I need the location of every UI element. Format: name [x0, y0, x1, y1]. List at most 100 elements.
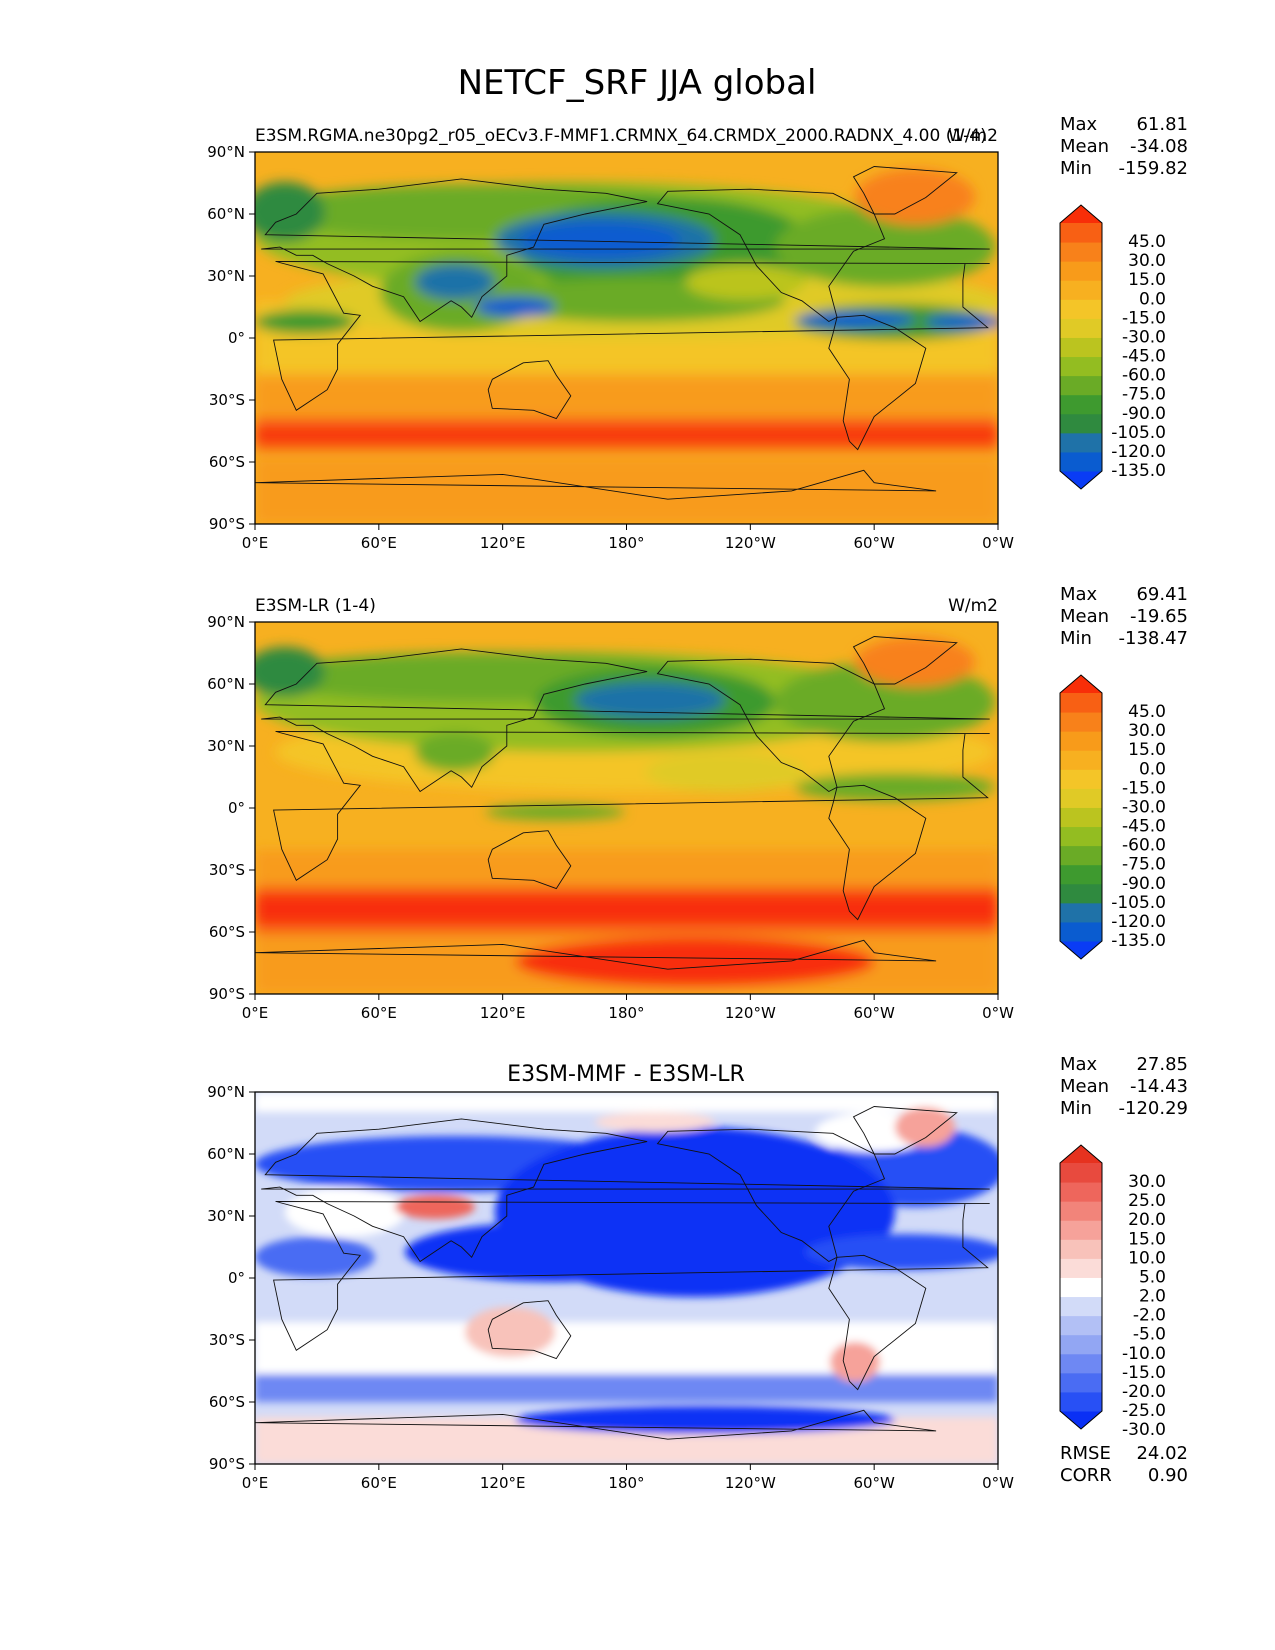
colorbar-extend-max: [1060, 1145, 1102, 1163]
colorbar-tick-label: -20.0: [1122, 1382, 1166, 1402]
panel-2-units: W/m2: [948, 596, 998, 616]
y-tick-label: 0°: [228, 799, 245, 817]
colorbar-segment: [1060, 280, 1102, 300]
panel-2-title: E3SM-LR (1-4): [255, 596, 376, 616]
panel-1-overlay: 0°E 60°E 120°E 180° 120°W 60°W 0°W 90°N 60°N 30°N…: [207, 143, 1014, 552]
stat-value: -19.65: [1130, 606, 1188, 627]
colorbar-tick-label: -105.0: [1111, 423, 1166, 443]
colorbar-tick-label: 2.0: [1139, 1287, 1166, 1307]
stat-label: Mean: [1060, 606, 1109, 627]
coastline: [261, 1118, 990, 1263]
colorbar-tick-label: -105.0: [1111, 893, 1166, 913]
coastline: [254, 469, 937, 500]
colorbar-segment: [1060, 242, 1102, 262]
stat-label: Max: [1060, 584, 1098, 605]
panel-1-map: [255, 152, 998, 524]
stat-value: 69.41: [1136, 584, 1188, 605]
colorbar-tick-label: -2.0: [1133, 1306, 1166, 1326]
coastline: [261, 178, 990, 323]
y-tick-label: 90°S: [209, 515, 245, 533]
colorbar-segment: [1060, 1201, 1102, 1221]
colorbar-tick-label: 25.0: [1128, 1191, 1166, 1211]
colorbar-extend-max: [1060, 675, 1102, 693]
colorbar-tick-label: -15.0: [1122, 308, 1166, 328]
coastline: [273, 731, 990, 881]
colorbar-tick-label: 10.0: [1128, 1248, 1166, 1268]
colorbar-segment: [1060, 845, 1102, 866]
colorbar-segment: [1060, 731, 1102, 751]
colorbar-segment: [1060, 1315, 1102, 1336]
x-tick-label: 180°: [608, 534, 644, 552]
stat-value: -159.82: [1119, 158, 1188, 179]
colorbar-segment: [1060, 1372, 1102, 1393]
colorbar-tick-label: 45.0: [1128, 702, 1166, 722]
colorbar-tick-label: -25.0: [1122, 1401, 1166, 1421]
y-tick-label: 30°N: [207, 1207, 245, 1225]
x-tick-label: 60°E: [361, 1004, 397, 1022]
stat-label: Max: [1060, 1054, 1098, 1075]
y-tick-label: 60°S: [209, 453, 245, 471]
colorbar-tick-label: -45.0: [1122, 817, 1166, 837]
colorbar-tick-label: -5.0: [1133, 1325, 1166, 1345]
coastline: [828, 784, 927, 921]
y-tick-label: 90°N: [207, 1083, 245, 1101]
colorbar-segment: [1060, 451, 1102, 472]
x-tick-label: 120°W: [725, 1474, 776, 1492]
colorbar-segment: [1060, 1220, 1102, 1240]
stat-value: -120.29: [1119, 1098, 1188, 1119]
x-tick-label: 60°E: [361, 1474, 397, 1492]
coastline: [852, 1106, 958, 1155]
colorbar-tick-label: -45.0: [1122, 347, 1166, 367]
colorbar-extend-min: [1060, 941, 1102, 959]
coastline: [656, 658, 886, 793]
colorbar-tick-label: -75.0: [1122, 855, 1166, 875]
colorbar-tick-label: -135.0: [1111, 931, 1166, 951]
colorbar-segment: [1060, 921, 1102, 942]
colorbar-segment: [1060, 1334, 1102, 1355]
colorbar-tick-label: -75.0: [1122, 385, 1166, 405]
coastline: [487, 830, 572, 890]
x-tick-label: 0°E: [242, 534, 269, 552]
figure-title: NETCF_SRF JJA global: [458, 63, 817, 103]
y-tick-label: 60°S: [209, 923, 245, 941]
colorbar-segment: [1060, 375, 1102, 396]
x-tick-label: 60°W: [853, 1004, 895, 1022]
x-tick-label: 120°W: [725, 1004, 776, 1022]
stat-value: -14.43: [1130, 1076, 1188, 1097]
y-tick-label: 0°: [228, 329, 245, 347]
coastline: [254, 1409, 937, 1440]
colorbar-segment: [1060, 769, 1102, 789]
colorbar-tick-label: -60.0: [1122, 836, 1166, 856]
colorbar-segment: [1060, 750, 1102, 770]
colorbar-segment: [1060, 394, 1102, 415]
metric-value: 0.90: [1148, 1465, 1188, 1486]
colorbar-tick-label: -30.0: [1122, 1420, 1166, 1440]
colorbar-tick-label: 20.0: [1128, 1210, 1166, 1230]
colorbar-outline: [1059, 1144, 1103, 1430]
panel-3-map: [255, 1092, 998, 1464]
colorbar-tick-label: 15.0: [1128, 1229, 1166, 1249]
y-tick-label: 90°N: [207, 613, 245, 631]
colorbar-tick-label: 30.0: [1128, 721, 1166, 741]
colorbar-tick-label: 15.0: [1128, 270, 1166, 290]
colorbar-extend-min: [1060, 1411, 1102, 1429]
colorbar-segment: [1060, 883, 1102, 904]
coastline: [656, 188, 886, 323]
x-tick-label: 0°W: [982, 1004, 1014, 1022]
colorbar-tick-label: -90.0: [1122, 404, 1166, 424]
colorbar-segment: [1060, 1182, 1102, 1202]
stat-label: Mean: [1060, 136, 1109, 157]
y-tick-label: 90°N: [207, 143, 245, 161]
colorbar-segment: [1060, 432, 1102, 453]
metric-label: CORR: [1060, 1465, 1112, 1486]
colorbar-segment: [1060, 1163, 1102, 1183]
colorbar-tick-label: -120.0: [1111, 912, 1166, 932]
x-tick-label: 60°E: [361, 534, 397, 552]
stat-value: 27.85: [1136, 1054, 1188, 1075]
colorbar-tick-label: -120.0: [1111, 442, 1166, 462]
panel-3-title: E3SM-MMF - E3SM-LR: [507, 1062, 745, 1087]
coastline: [273, 261, 990, 411]
colorbar-tick-label: -90.0: [1122, 874, 1166, 894]
colorbar-segment: [1060, 902, 1102, 923]
